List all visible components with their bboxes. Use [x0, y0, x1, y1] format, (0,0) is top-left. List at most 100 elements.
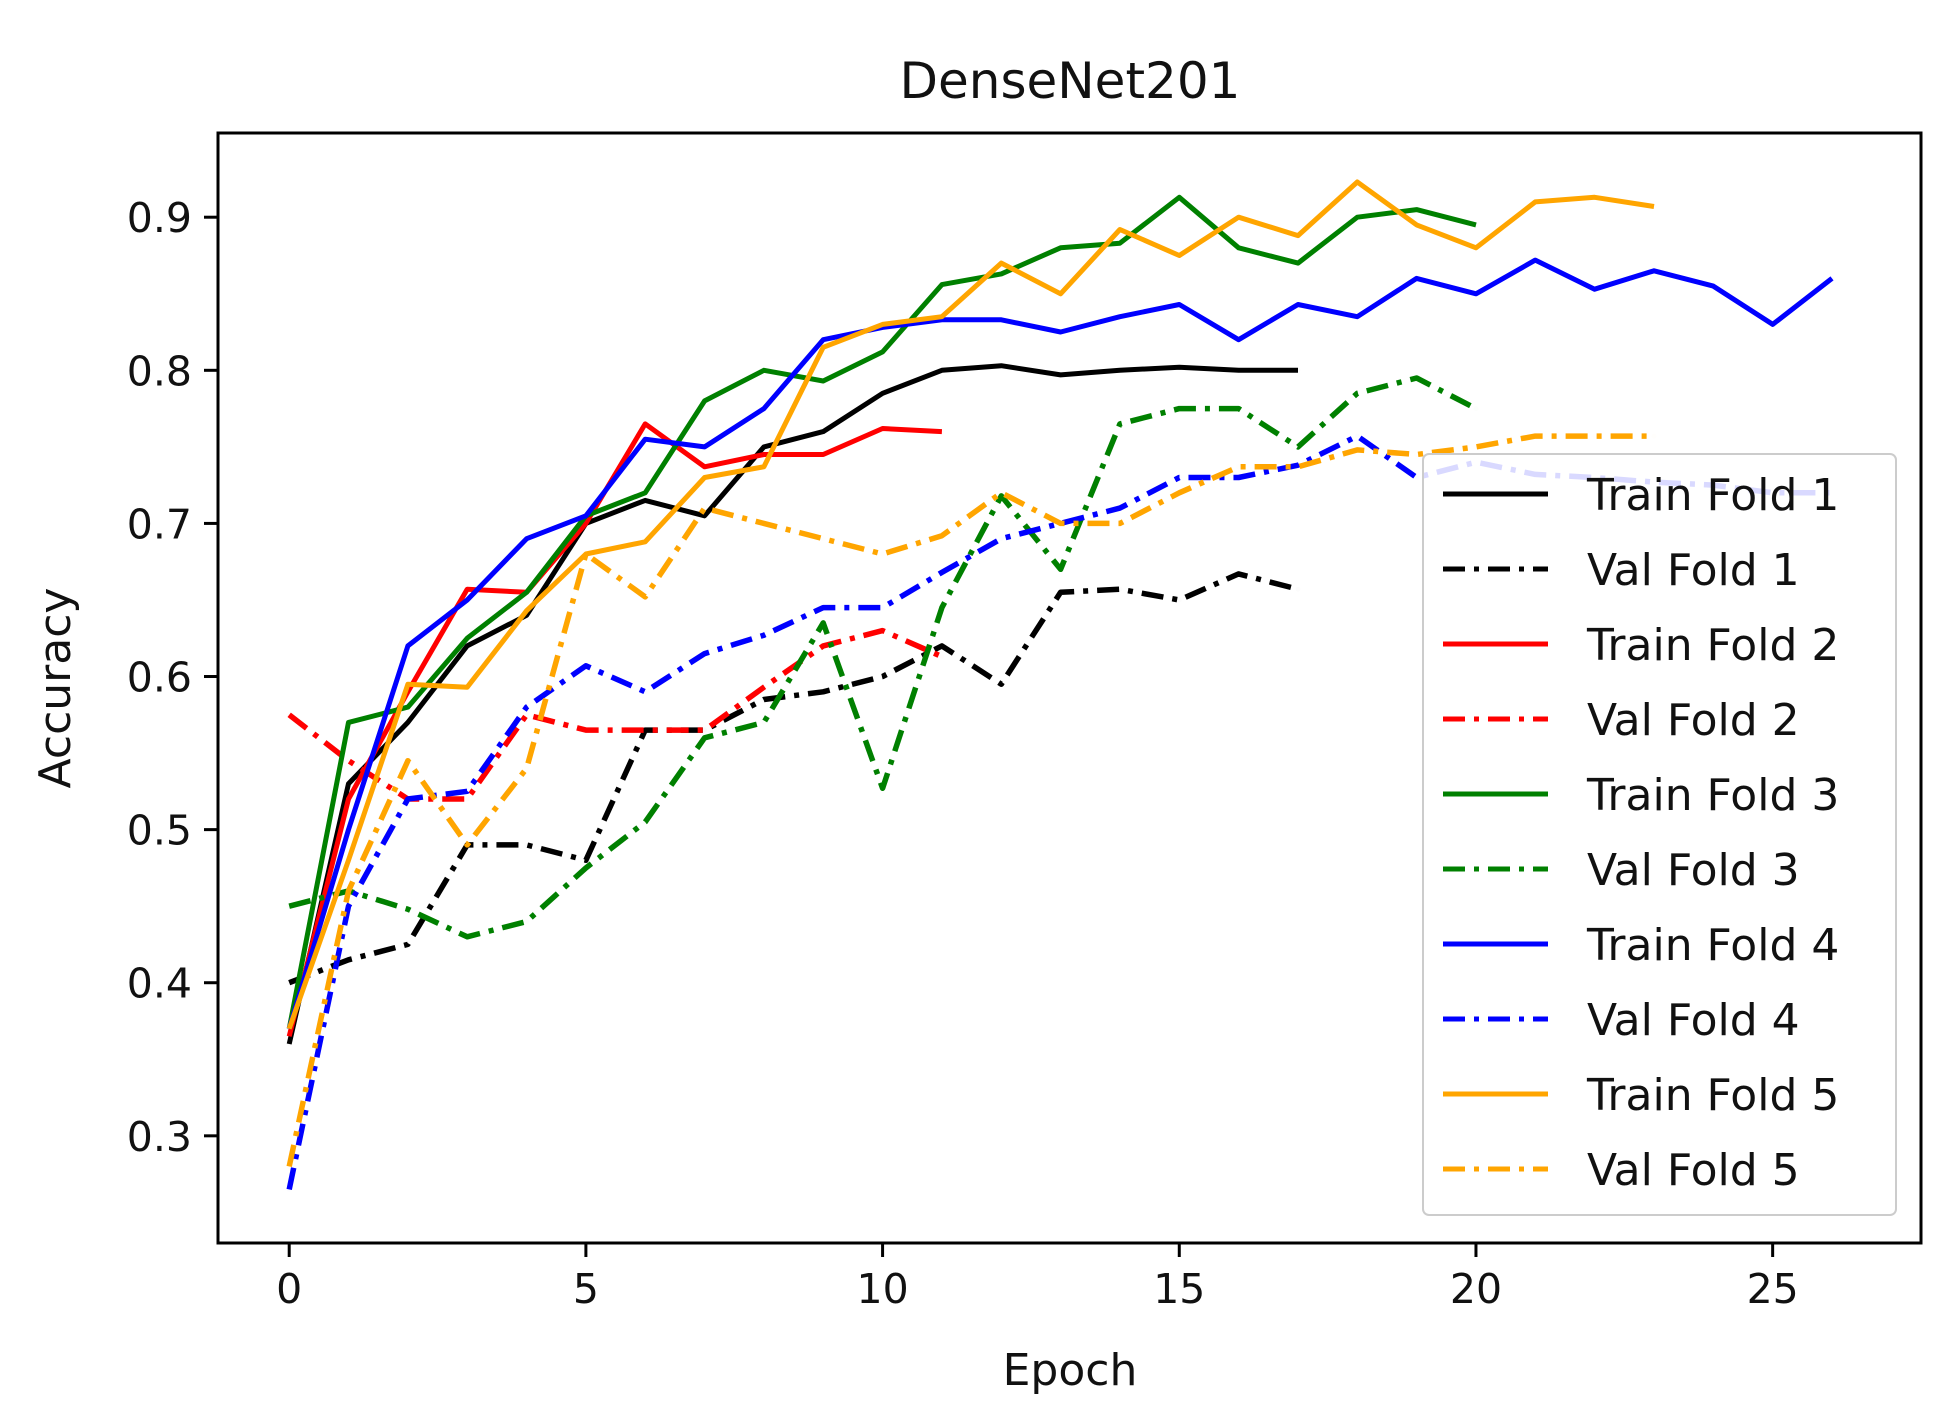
- data-point-train-fold-4-epoch-19: [1414, 276, 1419, 281]
- data-point-val-fold-3-epoch-7: [702, 735, 707, 740]
- data-point-train-fold-5-epoch-18: [1355, 180, 1360, 185]
- y-tick-label: 0.6: [127, 654, 192, 702]
- data-point-val-fold-2-epoch-9: [821, 643, 826, 648]
- data-point-val-fold-3-epoch-2: [405, 907, 410, 912]
- data-point-val-fold-1-epoch-11: [939, 643, 944, 648]
- data-point-train-fold-3-epoch-8: [761, 368, 766, 373]
- data-point-train-fold-1-epoch-16: [1236, 368, 1241, 373]
- plot-frame: [216, 131, 1923, 1245]
- data-point-val-fold-1-epoch-10: [880, 674, 885, 679]
- data-point-val-fold-1-epoch-9: [821, 689, 826, 694]
- data-point-train-fold-1-epoch-10: [880, 391, 885, 396]
- data-point-train-fold-1-epoch-1: [346, 781, 351, 786]
- y-tick-label: 0.8: [127, 347, 192, 395]
- legend-label-train-fold-1: Train Fold 1: [1586, 470, 1839, 521]
- data-point-train-fold-4-epoch-6: [643, 437, 648, 442]
- series-line-train-fold-5: [286, 179, 1655, 1030]
- data-point-train-fold-3-epoch-11: [939, 282, 944, 287]
- x-tick-label: 15: [1153, 1265, 1205, 1313]
- data-point-val-fold-4-epoch-8: [761, 633, 766, 638]
- legend-label-val-fold-1: Val Fold 1: [1587, 545, 1800, 596]
- data-point-train-fold-3-epoch-18: [1355, 215, 1360, 220]
- data-point-val-fold-1-epoch-13: [1058, 590, 1063, 595]
- data-point-train-fold-3-epoch-4: [524, 590, 529, 595]
- data-point-train-fold-4-epoch-18: [1355, 314, 1360, 319]
- data-point-val-fold-2-epoch-8: [761, 685, 766, 690]
- data-point-val-fold-5-epoch-13: [1058, 521, 1063, 526]
- data-point-val-fold-4-epoch-3: [465, 789, 470, 794]
- data-point-val-fold-5-epoch-22: [1592, 434, 1597, 439]
- data-point-val-fold-4-epoch-4: [524, 705, 529, 710]
- legend-label-train-fold-4: Train Fold 4: [1586, 920, 1839, 971]
- data-point-train-fold-3-epoch-19: [1414, 207, 1419, 212]
- data-point-val-fold-4-epoch-5: [583, 663, 588, 668]
- data-point-val-fold-4-epoch-10: [880, 605, 885, 610]
- data-point-val-fold-3-epoch-5: [583, 865, 588, 870]
- data-point-val-fold-3-epoch-17: [1296, 444, 1301, 449]
- data-point-val-fold-3-epoch-16: [1236, 406, 1241, 411]
- data-point-val-fold-4-epoch-9: [821, 605, 826, 610]
- data-point-train-fold-3-epoch-20: [1474, 222, 1479, 227]
- data-point-val-fold-3-epoch-20: [1474, 406, 1479, 411]
- data-point-train-fold-2-epoch-7: [702, 464, 707, 469]
- x-axis-title: Epoch: [1003, 1345, 1138, 1396]
- data-point-train-fold-5-epoch-9: [821, 345, 826, 350]
- data-point-val-fold-5-epoch-7: [702, 506, 707, 511]
- data-point-train-fold-2-epoch-9: [821, 452, 826, 457]
- data-point-val-fold-1-epoch-17: [1296, 587, 1301, 592]
- data-point-train-fold-3-epoch-12: [999, 271, 1004, 276]
- data-point-train-fold-3-epoch-14: [1117, 241, 1122, 246]
- data-point-val-fold-4-epoch-18: [1355, 434, 1360, 439]
- data-point-val-fold-4-epoch-2: [405, 797, 410, 802]
- data-point-train-fold-5-epoch-21: [1533, 199, 1538, 204]
- data-point-train-fold-5-epoch-16: [1236, 215, 1241, 220]
- series-line-val-fold-1: [288, 571, 1299, 986]
- data-point-val-fold-3-epoch-3: [465, 934, 470, 939]
- data-point-val-fold-3-epoch-13: [1058, 567, 1063, 572]
- data-point-val-fold-1-epoch-1: [346, 957, 351, 962]
- data-point-val-fold-2-epoch-0: [287, 712, 292, 717]
- data-point-train-fold-4-epoch-14: [1117, 314, 1122, 319]
- data-point-train-fold-3-epoch-7: [702, 398, 707, 403]
- x-tick-label: 20: [1450, 1265, 1502, 1313]
- data-point-val-fold-5-epoch-9: [821, 536, 826, 541]
- data-point-train-fold-5-epoch-14: [1117, 227, 1122, 232]
- data-point-val-fold-1-epoch-12: [999, 682, 1004, 687]
- x-tick-label: 5: [573, 1265, 599, 1313]
- data-point-train-fold-5-epoch-19: [1414, 222, 1419, 227]
- data-point-train-fold-3-epoch-2: [405, 705, 410, 710]
- data-point-val-fold-4-epoch-15: [1177, 475, 1182, 480]
- data-point-val-fold-1-epoch-15: [1177, 598, 1182, 603]
- data-point-train-fold-5-epoch-0: [287, 1026, 292, 1031]
- data-point-val-fold-2-epoch-4: [524, 712, 529, 717]
- data-point-train-fold-3-epoch-13: [1058, 245, 1063, 250]
- data-point-train-fold-4-epoch-26: [1830, 276, 1835, 281]
- data-point-train-fold-4-epoch-3: [465, 598, 470, 603]
- data-point-train-fold-1-epoch-3: [465, 643, 470, 648]
- legend-label-train-fold-2: Train Fold 2: [1586, 620, 1839, 671]
- data-point-val-fold-4-epoch-7: [702, 651, 707, 656]
- y-tick-label: 0.4: [127, 960, 192, 1008]
- data-point-val-fold-1-epoch-8: [761, 697, 766, 702]
- data-point-val-fold-5-epoch-18: [1355, 447, 1360, 452]
- x-tick-label: 10: [856, 1265, 908, 1313]
- data-point-val-fold-2-epoch-1: [346, 758, 351, 763]
- data-point-train-fold-4-epoch-9: [821, 337, 826, 342]
- x-tick-label: 25: [1747, 1265, 1799, 1313]
- data-point-train-fold-4-epoch-16: [1236, 337, 1241, 342]
- data-point-train-fold-1-epoch-11: [939, 368, 944, 373]
- data-point-val-fold-5-epoch-11: [939, 533, 944, 538]
- data-point-val-fold-3-epoch-8: [761, 720, 766, 725]
- data-point-train-fold-5-epoch-3: [465, 685, 470, 690]
- data-point-train-fold-4-epoch-12: [999, 317, 1004, 322]
- data-point-train-fold-1-epoch-14: [1117, 368, 1122, 373]
- data-point-val-fold-4-epoch-6: [643, 689, 648, 694]
- data-point-val-fold-4-epoch-19: [1414, 475, 1419, 480]
- data-point-val-fold-3-epoch-11: [939, 605, 944, 610]
- data-point-train-fold-5-epoch-10: [880, 322, 885, 327]
- data-point-train-fold-4-epoch-7: [702, 444, 707, 449]
- data-point-train-fold-2-epoch-3: [465, 587, 470, 592]
- data-point-train-fold-3-epoch-15: [1177, 195, 1182, 200]
- data-point-train-fold-5-epoch-23: [1652, 204, 1657, 209]
